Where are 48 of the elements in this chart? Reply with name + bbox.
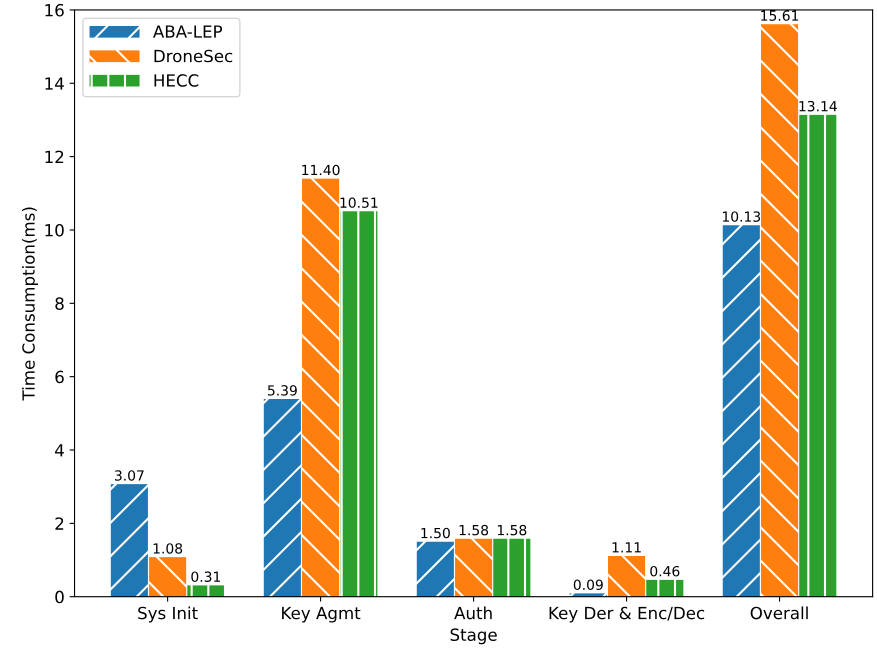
bar	[722, 225, 760, 597]
data-label: 1.58	[498, 524, 526, 536]
bar	[302, 178, 340, 597]
bar	[493, 538, 530, 597]
y-tick-label: 12	[45, 150, 64, 163]
data-label: 5.39	[268, 385, 297, 396]
bar	[455, 538, 492, 597]
bar	[264, 399, 301, 597]
bar	[187, 585, 224, 597]
data-label: 1.58	[460, 524, 488, 536]
legend-label: DroneSec	[154, 50, 232, 62]
x-axis-title: Stage	[450, 628, 497, 644]
x-tick-label: Sys Init	[138, 606, 198, 623]
bar	[340, 211, 378, 597]
y-tick-label: 16	[45, 4, 64, 17]
y-tick-label: 14	[45, 77, 64, 90]
bar	[416, 542, 454, 597]
x-tick-label: Key Der & Enc/Dec	[550, 606, 704, 623]
data-label: 15.61	[761, 10, 798, 21]
legend-label: HECC	[154, 74, 198, 87]
data-label: 1.08	[154, 543, 182, 554]
legend-label: ABA-LEP	[153, 25, 222, 38]
bar	[608, 556, 646, 597]
bar	[799, 114, 836, 597]
data-label: 0.09	[574, 580, 603, 590]
y-tick-label: 10	[45, 224, 64, 237]
data-label: 3.07	[114, 470, 144, 481]
x-tick-label: Overall	[750, 606, 808, 620]
x-tick-label: Key Agmt	[282, 606, 360, 623]
y-tick-label: 4	[55, 444, 64, 456]
data-label: 11.40	[302, 164, 340, 176]
y-tick-label: 2	[55, 517, 64, 530]
bar	[646, 580, 684, 597]
y-axis-title: Time Consumption(ms)	[22, 208, 38, 401]
data-label: 13.14	[799, 100, 837, 112]
bar	[760, 24, 798, 597]
y-tick-label: 0	[55, 590, 64, 604]
y-tick-label: 8	[55, 297, 64, 310]
data-label: 1.50	[421, 528, 450, 538]
y-tick-label: 6	[55, 370, 64, 384]
bar	[110, 484, 148, 597]
x-tick-label: Auth	[454, 606, 492, 620]
data-label: 10.13	[722, 211, 760, 222]
data-label: 1.11	[612, 542, 641, 552]
data-label: 0.46	[650, 566, 680, 576]
data-label: 10.51	[340, 197, 378, 208]
data-label: 0.31	[191, 571, 220, 582]
bar	[149, 557, 186, 597]
